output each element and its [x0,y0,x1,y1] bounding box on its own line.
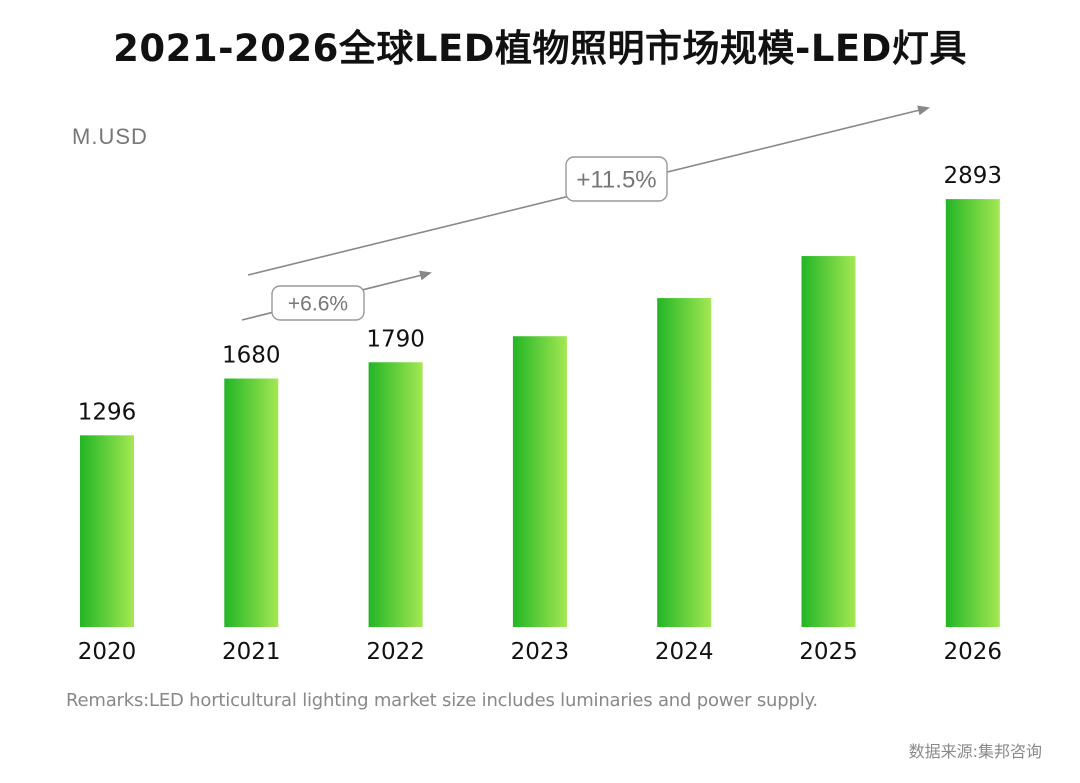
x-tick-label-2021: 2021 [222,639,281,665]
bar-2022 [368,362,423,627]
bar-2021 [224,378,279,627]
value-label-2026: 2893 [944,163,1003,189]
growth-badge-1 [271,285,365,321]
x-tick-label-2025: 2025 [799,639,858,665]
growth-annotations: +6.6% +11.5% [241,105,930,321]
bar-2024 [657,298,712,627]
bar-2025 [801,256,856,627]
remarks-note: Remarks:LED horticultural lighting marke… [66,690,818,711]
y-axis-unit-label: M.USD [72,124,148,149]
x-tick-label-2022: 2022 [366,639,425,665]
value-label-2022: 1790 [366,326,425,352]
x-tick-label-2026: 2026 [944,639,1003,665]
x-tick-label-2024: 2024 [655,639,714,665]
chart-title: 2021-2026全球LED植物照明市场规模-LED灯具 [113,27,967,70]
bar-2026 [945,199,1000,627]
data-source: 数据来源:集邦咨询 [908,742,1042,761]
x-tick-labels-group: 2020 2021 2022 2023 2024 2025 2026 [78,639,1002,665]
x-tick-label-2020: 2020 [78,639,137,665]
bar-2023 [512,336,567,627]
value-label-2020: 1296 [78,399,137,425]
growth-badge-2 [565,156,668,202]
value-labels-group: 1296 1680 1790 2893 [78,163,1002,425]
x-tick-label-2023: 2023 [511,639,570,665]
growth-rate-label-1: +6.6% [288,293,348,316]
value-label-2021: 1680 [222,343,281,369]
bar-2020 [80,435,134,627]
bars-group [80,199,1000,627]
growth-rate-label-2: +11.5% [576,167,656,194]
